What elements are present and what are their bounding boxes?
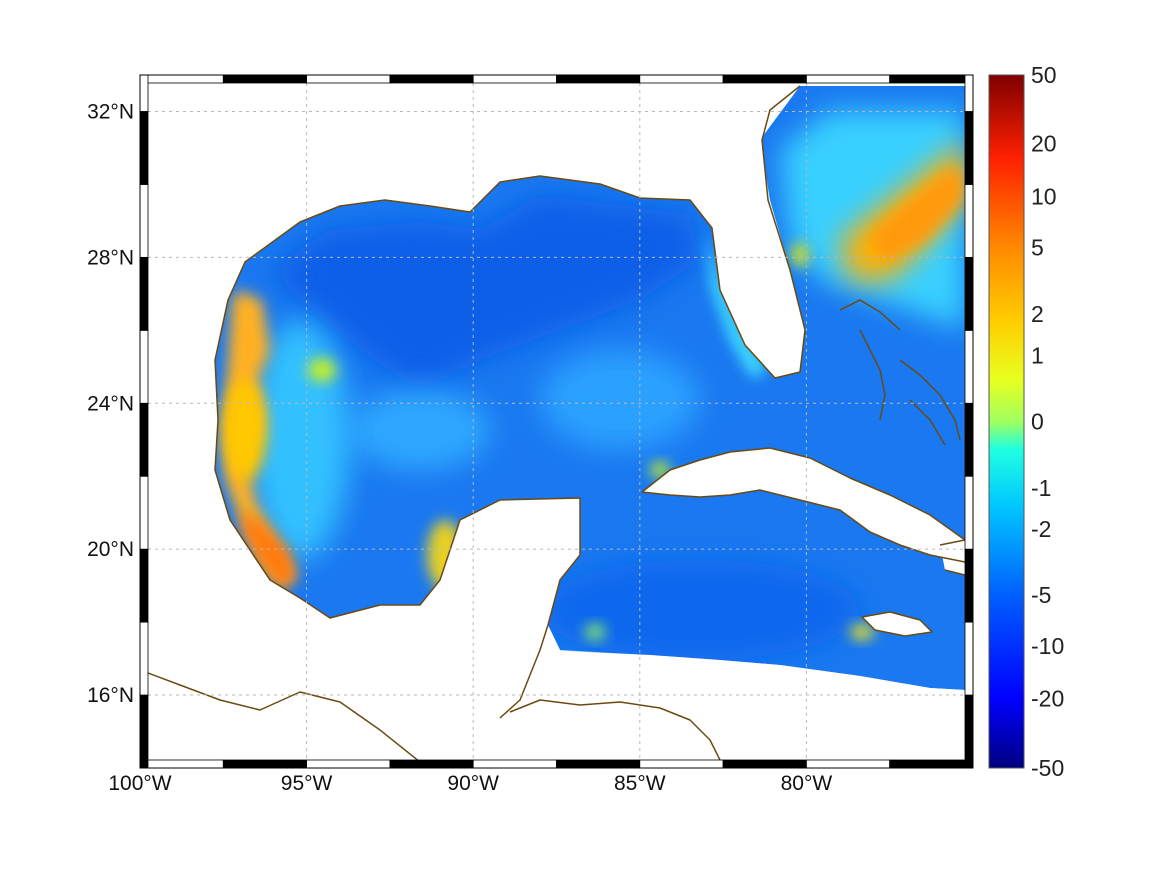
frame-top-seg	[139, 74, 224, 84]
frame-top-seg	[472, 74, 557, 84]
frame-right-seg	[964, 548, 974, 623]
frame-top-seg	[389, 74, 474, 84]
frame-right-seg	[964, 475, 974, 550]
coastline-cuba	[641, 447, 965, 563]
texas-mexico-coast	[222, 290, 295, 590]
frame-bottom-seg	[806, 759, 891, 769]
colorbar-outline	[988, 74, 1025, 769]
frame-bottom-seg	[139, 759, 224, 769]
coastlines	[148, 85, 965, 760]
lat-tick-label: 20°N	[87, 538, 134, 561]
frame-bottom-seg	[222, 759, 308, 769]
colorbar-tick-label: 1	[1031, 343, 1044, 369]
frame-bottom-seg	[306, 759, 391, 769]
colorbar-tick-label: -10	[1031, 633, 1064, 659]
frame-top-seg	[306, 74, 391, 84]
coastline-central-america	[148, 672, 419, 760]
central-gulf-patch	[350, 390, 490, 470]
texas-yellow	[223, 380, 267, 480]
lon-tick-label: 80°W	[781, 772, 833, 795]
frame-right-seg	[964, 402, 974, 477]
frame-left-seg	[139, 111, 149, 185]
frame-left-seg	[139, 402, 149, 477]
frame-right-seg	[964, 694, 974, 769]
frame-top-seg	[222, 74, 308, 84]
frame-bottom-seg	[389, 759, 474, 769]
colorbar-tick-label: 0	[1031, 409, 1044, 435]
jamaica-warm	[850, 624, 874, 640]
colorbar-tick-label: 5	[1031, 235, 1044, 261]
colorbar-tick-label: -2	[1031, 516, 1051, 542]
coastline-jamaica	[861, 611, 933, 637]
longitude-ticks: 100°W 95°W 90°W 85°W 80°W	[108, 772, 832, 795]
northern-gulf-shelf	[270, 196, 700, 390]
frame-top-seg	[722, 74, 807, 84]
frame-right-seg	[964, 184, 974, 258]
frame-left-seg	[139, 475, 149, 550]
frame-right-seg	[964, 621, 974, 696]
frame-right-seg	[964, 74, 974, 112]
coastline-honduras	[509, 699, 721, 760]
eastern-gulf-patch	[540, 350, 700, 450]
colorbar-tick-label: 10	[1031, 183, 1057, 209]
land-north-america	[148, 83, 805, 760]
caribbean	[540, 560, 860, 660]
lat-tick-label: 32°N	[87, 100, 134, 123]
frame-left-seg	[139, 548, 149, 623]
colorbar-tick-label: 50	[1031, 62, 1057, 88]
frame-top-seg	[889, 74, 974, 84]
coastline-gulf	[214, 85, 806, 719]
frame-right-seg	[964, 329, 974, 404]
caribbean-spot	[585, 624, 605, 640]
colorbar-gradient	[989, 75, 1024, 768]
colorbar-tick-label: 20	[1031, 131, 1057, 157]
graticule	[148, 83, 965, 760]
frame-left-seg	[139, 621, 149, 696]
coastline-bahamas	[839, 299, 961, 446]
lat-tick-label: 24°N	[87, 392, 134, 415]
florida-keys-warm	[791, 243, 809, 267]
land-jamaica	[862, 612, 932, 636]
frame-left-seg	[139, 329, 149, 404]
gulf-stream-core	[870, 170, 962, 262]
ocean-field	[148, 83, 965, 760]
frame-bottom-seg	[639, 759, 724, 769]
frame-top-seg	[806, 74, 891, 84]
lon-tick-label: 85°W	[614, 772, 666, 795]
colorbar-tick-label: 2	[1031, 301, 1044, 327]
map-frame	[139, 74, 974, 769]
lat-tick-label: 16°N	[87, 684, 134, 707]
frame-left-seg	[139, 256, 149, 331]
lat-tick-label: 28°N	[87, 246, 134, 269]
lon-tick-label: 90°W	[447, 772, 499, 795]
land-south-strip	[476, 650, 965, 760]
land-cuba	[642, 448, 965, 562]
frame-right-seg	[964, 256, 974, 331]
colorbar-tick-label: -50	[1031, 755, 1064, 781]
frame-bottom-seg	[472, 759, 557, 769]
frame-outline	[139, 74, 974, 769]
spot-cyan	[308, 358, 336, 382]
frame-left-seg	[139, 694, 149, 769]
frame-right-seg	[964, 111, 974, 185]
latitude-ticks: 32°N 28°N 24°N 20°N 16°N	[87, 100, 134, 707]
frame-top-seg	[639, 74, 724, 84]
coastline-hispaniola	[939, 539, 965, 576]
lon-tick-label: 95°W	[281, 772, 333, 795]
frame-bottom-seg	[722, 759, 807, 769]
colorbar-tick-label: -1	[1031, 475, 1051, 501]
colorbar-tick-label: -20	[1031, 686, 1064, 712]
colorbar-tick-label: -5	[1031, 582, 1051, 608]
frame-left-seg	[139, 184, 149, 258]
frame-bottom-seg	[556, 759, 641, 769]
frame-left-seg	[139, 74, 149, 112]
lon-tick-label: 100°W	[108, 772, 171, 795]
frame-top-seg	[556, 74, 641, 84]
frame-bottom-seg	[889, 759, 974, 769]
